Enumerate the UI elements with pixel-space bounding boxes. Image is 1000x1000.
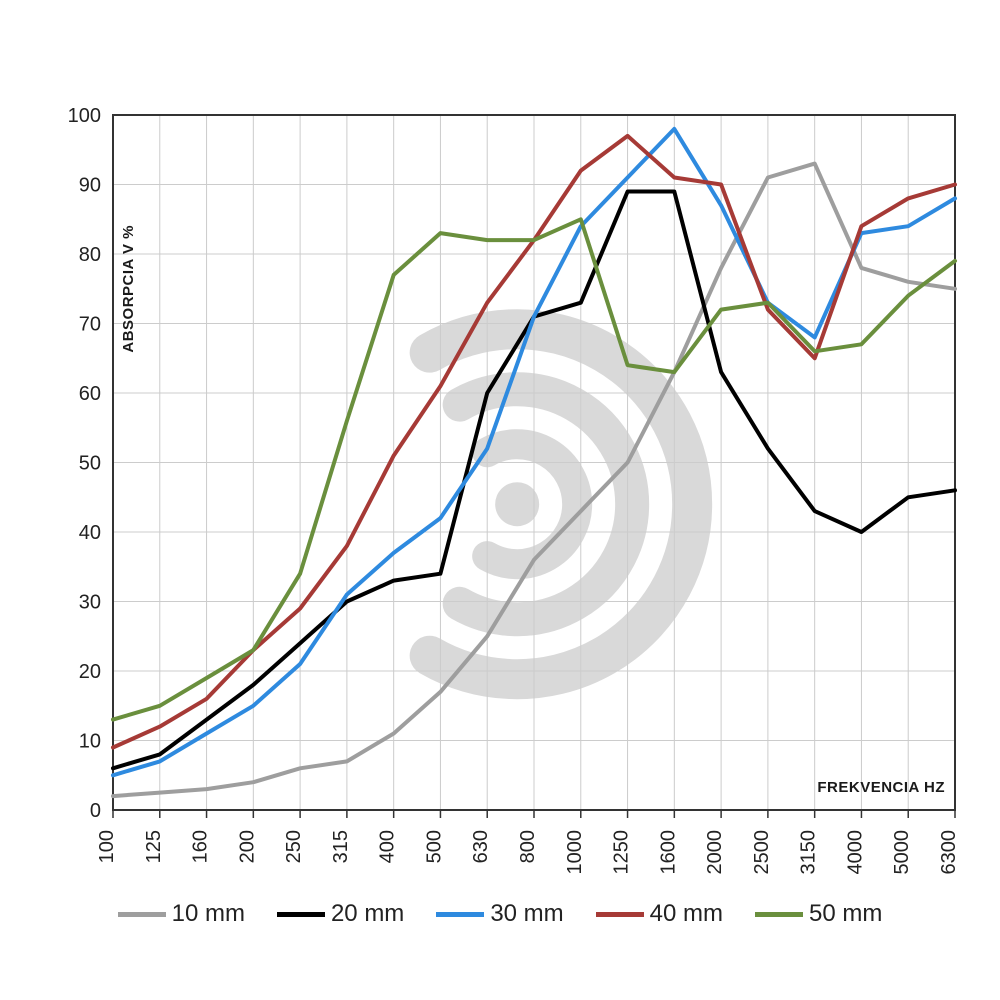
y-tick-label: 100 bbox=[68, 105, 101, 127]
y-tick-label: 0 bbox=[90, 800, 101, 822]
x-tick-label: 125 bbox=[143, 830, 165, 863]
legend-swatch bbox=[755, 912, 803, 917]
y-tick-label: 50 bbox=[79, 453, 101, 475]
x-tick-label: 100 bbox=[96, 830, 118, 863]
legend-swatch bbox=[118, 912, 166, 917]
y-axis-title: ABSORPCIA V % bbox=[120, 225, 137, 353]
x-tick-label: 5000 bbox=[891, 830, 913, 875]
x-tick-label: 400 bbox=[377, 830, 399, 863]
y-tick-label: 20 bbox=[79, 661, 101, 683]
legend-label: 30 mm bbox=[490, 900, 563, 928]
x-tick-label: 250 bbox=[283, 830, 305, 863]
chart-legend: 10 mm 20 mm 30 mm 40 mm 50 mm bbox=[0, 900, 1000, 928]
x-tick-label: 6300 bbox=[938, 830, 960, 875]
y-tick-label: 70 bbox=[79, 314, 101, 336]
legend-label: 50 mm bbox=[809, 900, 882, 928]
x-tick-label: 1600 bbox=[657, 830, 679, 875]
x-tick-label: 4000 bbox=[844, 830, 866, 875]
x-tick-label: 1000 bbox=[564, 830, 586, 875]
legend-label: 20 mm bbox=[331, 900, 404, 928]
chart-svg: 0 10 20 30 40 50 60 70 80 90 100 100 125 160 200 250 315… bbox=[0, 0, 1000, 1000]
x-tick-label: 1250 bbox=[611, 830, 633, 875]
legend-item: 20 mm bbox=[277, 900, 404, 928]
legend-swatch bbox=[277, 912, 325, 917]
x-tick-label: 2500 bbox=[751, 830, 773, 875]
y-tick-label: 10 bbox=[79, 731, 101, 753]
legend-item: 30 mm bbox=[436, 900, 563, 928]
x-tick-label: 160 bbox=[190, 830, 212, 863]
absorption-line-chart: 0 10 20 30 40 50 60 70 80 90 100 100 125 160 200 250 315… bbox=[0, 0, 1000, 1000]
legend-item: 40 mm bbox=[596, 900, 723, 928]
legend-swatch bbox=[596, 912, 644, 917]
y-tick-label: 80 bbox=[79, 244, 101, 266]
x-tick-label: 3150 bbox=[798, 830, 820, 875]
y-tick-label: 30 bbox=[79, 592, 101, 614]
legend-item: 50 mm bbox=[755, 900, 882, 928]
x-tick-label: 630 bbox=[470, 830, 492, 863]
x-tick-label: 2000 bbox=[704, 830, 726, 875]
legend-swatch bbox=[436, 912, 484, 917]
x-axis-title: FREKVENCIA HZ bbox=[817, 779, 945, 796]
x-tick-label: 500 bbox=[423, 830, 445, 863]
x-tick-label: 315 bbox=[330, 830, 352, 863]
watermark-icon bbox=[430, 329, 692, 679]
x-tick-label: 200 bbox=[236, 830, 258, 863]
legend-label: 10 mm bbox=[172, 900, 245, 928]
y-tick-label: 40 bbox=[79, 522, 101, 544]
legend-item: 10 mm bbox=[118, 900, 245, 928]
legend-label: 40 mm bbox=[650, 900, 723, 928]
y-tick-label: 60 bbox=[79, 383, 101, 405]
x-tick-label: 800 bbox=[517, 830, 539, 863]
y-tick-label: 90 bbox=[79, 175, 101, 197]
